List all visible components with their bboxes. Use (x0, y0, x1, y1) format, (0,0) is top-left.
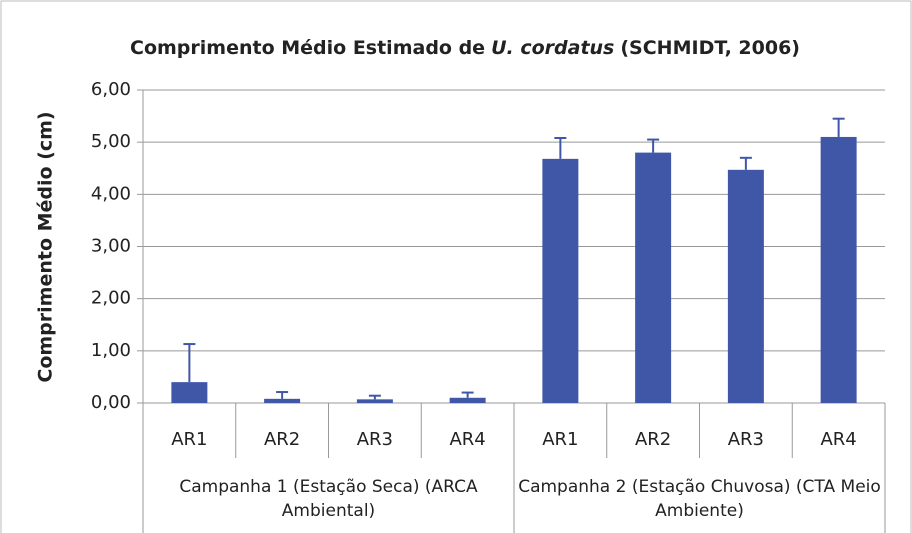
bar (356, 399, 393, 403)
y-tick-label: 3,00 (91, 236, 131, 257)
x-tick-label: AR4 (449, 429, 485, 450)
x-tick-label: AR1 (171, 429, 207, 450)
title-part: U. cordatus (491, 37, 614, 59)
bar (171, 382, 208, 403)
y-tick-label: 4,00 (91, 183, 131, 204)
y-tick-label: 0,00 (91, 392, 131, 413)
bar (635, 152, 672, 403)
bar (264, 398, 301, 403)
group-label: Campanha 2 (Estação Chuvosa) (CTA Meio A… (518, 477, 881, 521)
y-tick-label: 1,00 (91, 340, 131, 361)
x-tick-label: AR2 (264, 429, 300, 450)
x-tick-label: AR4 (820, 429, 856, 450)
bar (542, 158, 579, 403)
x-tick-label: AR3 (728, 429, 764, 450)
y-axis-label: Comprimento Médio (cm) (35, 111, 57, 382)
bar (820, 136, 857, 403)
y-tick-label: 6,00 (91, 79, 131, 100)
y-tick-label: 2,00 (91, 288, 131, 309)
group-label: Campanha 1 (Estação Seca) (ARCA Ambienta… (179, 477, 478, 521)
bar (449, 397, 486, 403)
chart-title: Comprimento Médio Estimado de U. cordatus… (130, 37, 800, 59)
x-tick-label: AR1 (542, 429, 578, 450)
x-tick-label: AR3 (357, 429, 393, 450)
bar (727, 169, 764, 403)
y-tick-label: 5,00 (91, 131, 131, 152)
title-part: (SCHMIDT, 2006) (620, 37, 800, 59)
x-tick-label: AR2 (635, 429, 671, 450)
title-part: Comprimento Médio Estimado de (130, 37, 485, 59)
